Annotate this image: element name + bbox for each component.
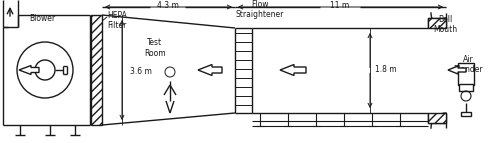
- Text: Air
Blender: Air Blender: [453, 55, 483, 74]
- Text: Test
Room: Test Room: [144, 38, 166, 58]
- Bar: [91, 15, 102, 125]
- Text: 1.8 m: 1.8 m: [375, 65, 396, 75]
- Polygon shape: [19, 65, 39, 75]
- Text: 3.6 m: 3.6 m: [130, 66, 152, 76]
- Polygon shape: [448, 66, 466, 74]
- Bar: [428, 113, 446, 123]
- Bar: [461, 112, 471, 116]
- Text: 4.3 m: 4.3 m: [157, 0, 179, 9]
- Bar: [459, 84, 473, 91]
- Text: HEPA
Filter: HEPA Filter: [107, 11, 127, 30]
- Text: Flow
Straightener: Flow Straightener: [236, 0, 284, 19]
- Text: Bell
Mouth: Bell Mouth: [433, 15, 457, 34]
- Text: 11 m: 11 m: [330, 0, 349, 9]
- Text: Blower: Blower: [29, 14, 55, 23]
- Bar: [428, 18, 446, 28]
- Polygon shape: [280, 64, 306, 76]
- Polygon shape: [198, 64, 222, 76]
- Bar: [458, 63, 474, 85]
